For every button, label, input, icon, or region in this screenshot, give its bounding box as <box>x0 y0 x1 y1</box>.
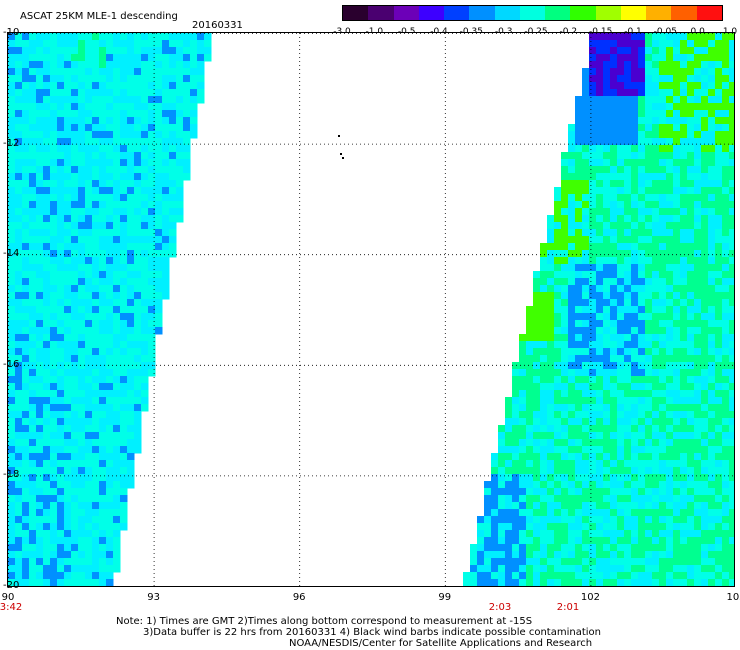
note-line-2: 3)Data buffer is 22 hrs from 20160331 4)… <box>143 627 601 638</box>
time-right-2: 2:01 <box>556 602 580 613</box>
time-left: 3:42 <box>0 602 23 613</box>
chart-title: ASCAT 25KM MLE-1 descending <box>20 11 178 22</box>
color-swatch <box>696 6 722 20</box>
color-swatch <box>570 6 596 20</box>
latitude-label: -16 <box>3 358 20 370</box>
longitude-label: 102 <box>580 592 600 603</box>
longitude-label: 105 <box>726 592 740 603</box>
longitude-label: 93 <box>147 592 160 603</box>
note-line-1: Note: 1) Times are GMT 2)Times along bot… <box>116 616 533 627</box>
latitude-label: -12 <box>3 137 20 149</box>
time-right-1: 2:03 <box>488 602 512 613</box>
island-mark <box>340 153 342 155</box>
chart-date: 20160331 <box>192 20 243 31</box>
latitude-label: -14 <box>3 248 20 260</box>
color-swatch <box>418 6 445 20</box>
color-swatch <box>393 6 419 20</box>
longitude-label: 90 <box>1 592 15 603</box>
color-swatch <box>343 6 369 20</box>
longitude-label: 99 <box>438 592 452 603</box>
color-swatch <box>494 6 520 20</box>
color-swatch <box>620 6 647 20</box>
color-swatch <box>646 6 672 20</box>
color-swatch <box>368 6 394 20</box>
note-line-3: NOAA/NESDIS/Center for Satellite Applica… <box>289 638 593 649</box>
swath-map <box>7 32 735 587</box>
color-swatch <box>519 6 546 20</box>
color-swatch <box>595 6 621 20</box>
color-swatch <box>671 6 697 20</box>
island-mark <box>338 135 340 137</box>
swath-map-canvas <box>8 33 734 586</box>
color-scale-bar <box>342 5 723 21</box>
latitude-label: -10 <box>3 27 20 38</box>
color-swatch <box>469 6 495 20</box>
island-mark <box>342 157 344 159</box>
longitude-label: 96 <box>292 592 306 603</box>
color-swatch <box>545 6 571 20</box>
latitude-label: -18 <box>3 469 20 481</box>
latitude-label: -20 <box>3 580 20 591</box>
color-swatch <box>444 6 470 20</box>
